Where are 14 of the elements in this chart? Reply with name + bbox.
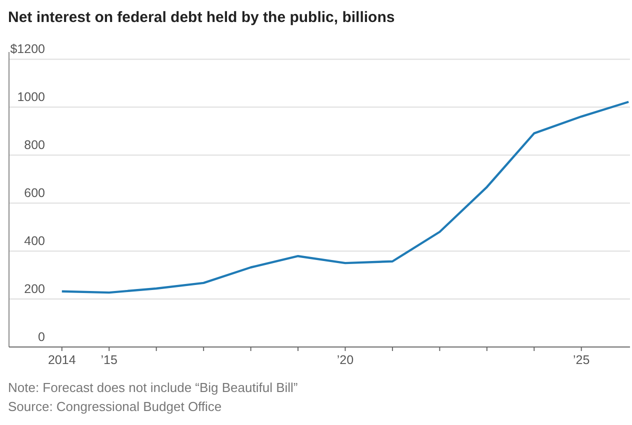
x-tick-label: ’25 <box>573 353 590 367</box>
y-tick-label: $1200 <box>10 42 46 56</box>
x-tick-label: ’15 <box>100 353 118 367</box>
chart-title: Net interest on federal debt held by the public, billions <box>8 9 395 26</box>
y-tick-label: 200 <box>24 282 46 296</box>
y-tick-label: 0 <box>38 330 46 344</box>
text: Note: Forecast does not include “Big Beautiful Bill” <box>8 380 298 395</box>
source-note: Source: Congressional Budget Office <box>8 399 222 414</box>
x-tick-label: 2014 <box>48 353 76 367</box>
y-tick-label: 600 <box>24 186 46 200</box>
y-tick-label: 400 <box>24 234 46 248</box>
y-tick-label: 800 <box>24 138 46 152</box>
y-tick-label: 1000 <box>17 90 46 104</box>
x-tick-label: ’20 <box>336 353 354 367</box>
